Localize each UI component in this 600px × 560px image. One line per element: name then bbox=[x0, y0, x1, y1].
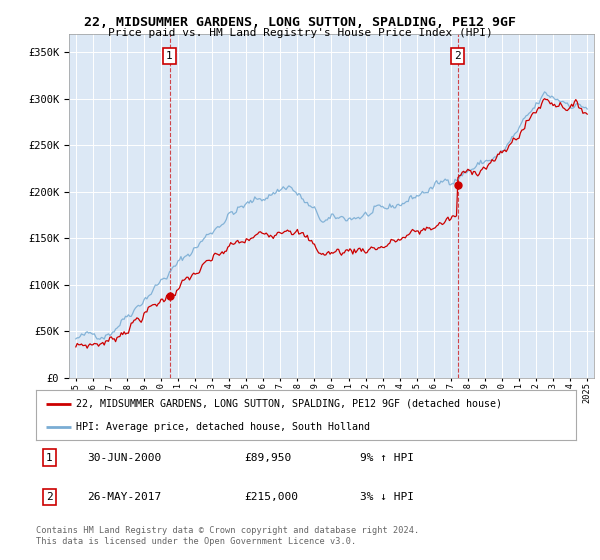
Text: 22, MIDSUMMER GARDENS, LONG SUTTON, SPALDING, PE12 9GF: 22, MIDSUMMER GARDENS, LONG SUTTON, SPAL… bbox=[84, 16, 516, 29]
Text: 9% ↑ HPI: 9% ↑ HPI bbox=[360, 452, 414, 463]
Text: 2: 2 bbox=[454, 51, 461, 61]
Text: 2: 2 bbox=[46, 492, 53, 502]
Text: 22, MIDSUMMER GARDENS, LONG SUTTON, SPALDING, PE12 9GF (detached house): 22, MIDSUMMER GARDENS, LONG SUTTON, SPAL… bbox=[77, 399, 503, 409]
Text: 30-JUN-2000: 30-JUN-2000 bbox=[88, 452, 161, 463]
Text: HPI: Average price, detached house, South Holland: HPI: Average price, detached house, Sout… bbox=[77, 422, 371, 432]
Text: £89,950: £89,950 bbox=[244, 452, 291, 463]
Text: 26-MAY-2017: 26-MAY-2017 bbox=[88, 492, 161, 502]
Text: Contains HM Land Registry data © Crown copyright and database right 2024.
This d: Contains HM Land Registry data © Crown c… bbox=[36, 526, 419, 546]
Text: 1: 1 bbox=[46, 452, 53, 463]
Text: 3% ↓ HPI: 3% ↓ HPI bbox=[360, 492, 414, 502]
Text: Price paid vs. HM Land Registry's House Price Index (HPI): Price paid vs. HM Land Registry's House … bbox=[107, 28, 493, 38]
Text: 1: 1 bbox=[166, 51, 173, 61]
Text: £215,000: £215,000 bbox=[244, 492, 298, 502]
